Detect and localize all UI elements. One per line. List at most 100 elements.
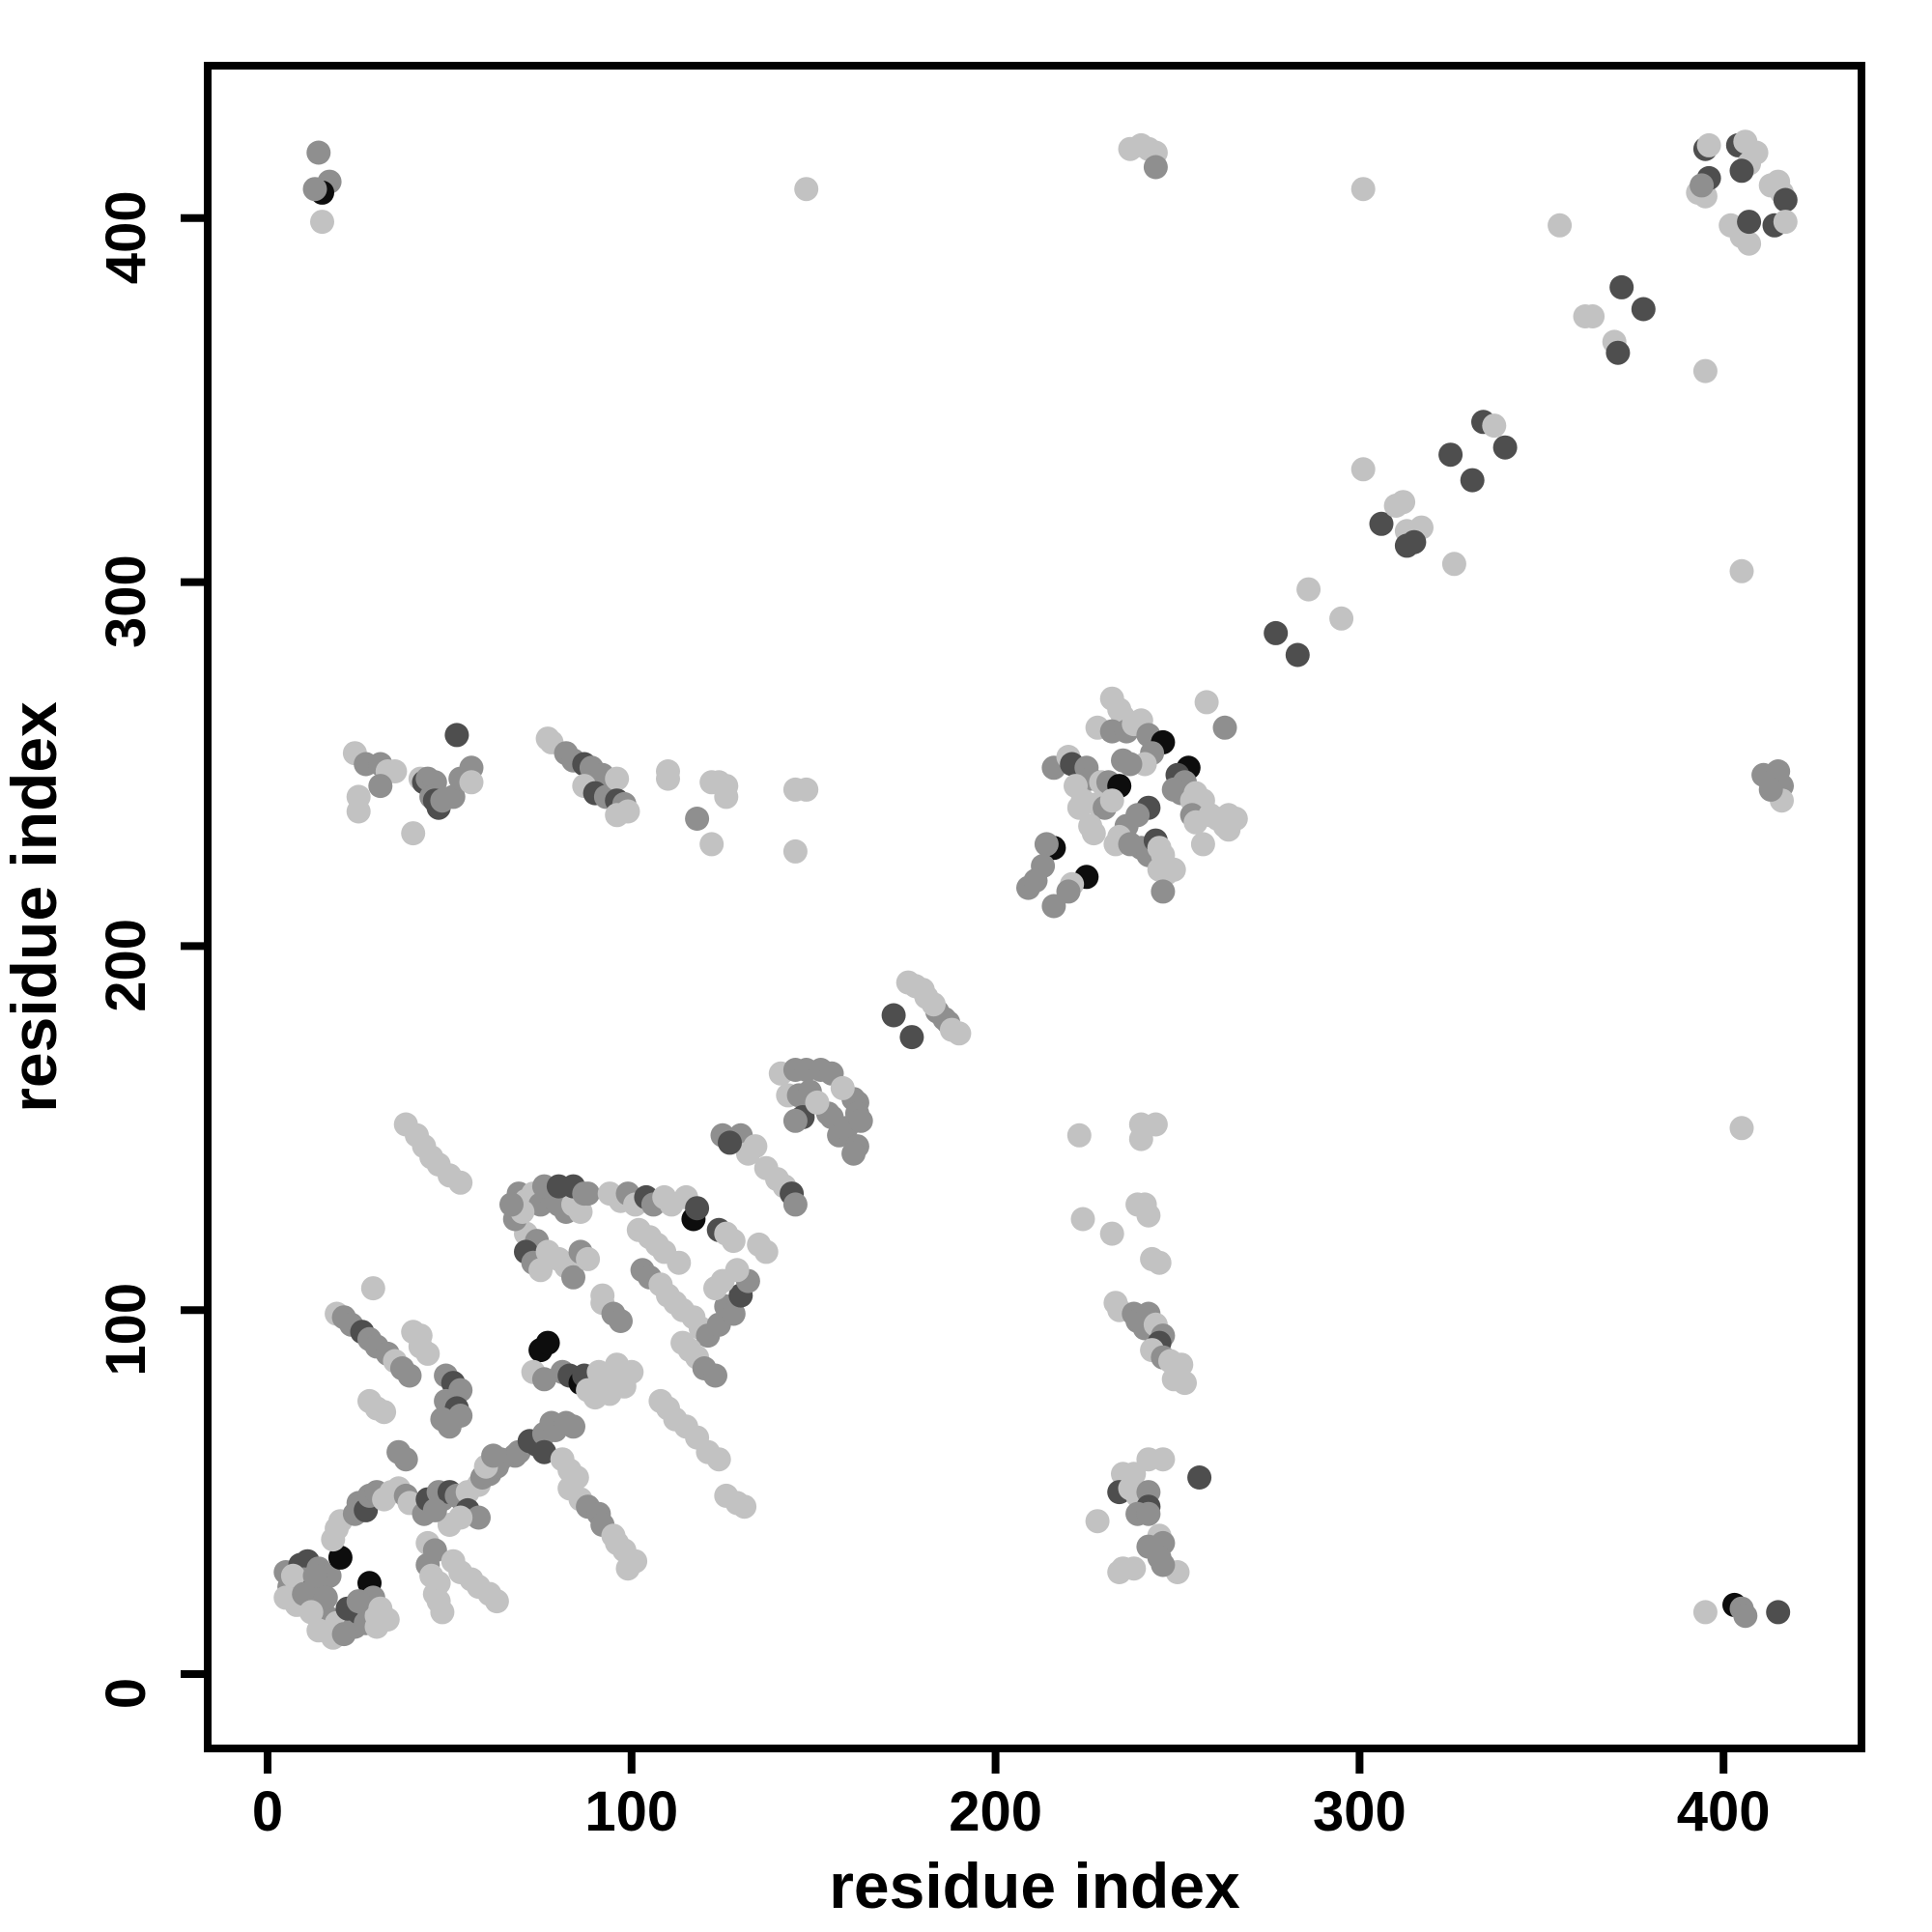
contact-point — [1264, 620, 1289, 645]
contact-point — [1580, 304, 1605, 328]
contact-point — [1482, 413, 1507, 439]
contact-point — [437, 1414, 462, 1439]
contact-point — [1729, 1116, 1754, 1141]
contact-point — [568, 1200, 593, 1224]
contact-point — [298, 1600, 324, 1625]
contact-point — [1081, 821, 1106, 846]
contact-point — [685, 1196, 710, 1221]
contact-point — [1151, 1552, 1176, 1577]
contact-point — [1136, 1501, 1161, 1526]
contact-point — [393, 1447, 418, 1472]
contact-point — [794, 777, 819, 802]
contact-point — [368, 1596, 393, 1621]
contact-point — [1212, 715, 1237, 740]
contact-point — [848, 1108, 873, 1133]
contact-point — [360, 1276, 385, 1301]
tick-label: 200 — [949, 1780, 1042, 1843]
tick-label: 300 — [1313, 1780, 1406, 1843]
contact-point — [1085, 1509, 1110, 1534]
contact-point — [1066, 795, 1092, 820]
contact-point — [703, 1276, 727, 1301]
contact-point — [1190, 832, 1215, 857]
contact-point — [830, 1075, 855, 1100]
contact-point — [841, 1141, 867, 1166]
tick-label: 300 — [95, 554, 157, 648]
contact-point — [1136, 1203, 1161, 1228]
contact-point — [1066, 1122, 1092, 1148]
contact-point — [753, 1239, 779, 1264]
contact-point — [1605, 340, 1631, 365]
contact-point — [794, 177, 819, 202]
contact-point — [422, 1497, 447, 1522]
contact-point — [1402, 529, 1427, 554]
contact-point — [1438, 442, 1463, 468]
contact-point — [1023, 868, 1048, 894]
contact-point — [346, 799, 371, 824]
contact-point — [1758, 777, 1783, 802]
contact-point — [1729, 158, 1754, 184]
contact-point — [535, 1330, 560, 1355]
contact-point — [1391, 490, 1416, 515]
contact-point — [1766, 1600, 1791, 1625]
contact-point — [1041, 894, 1066, 919]
contact-point — [310, 210, 334, 235]
contact-point — [605, 803, 630, 828]
contact-point — [1692, 1600, 1718, 1625]
contact-point — [1737, 210, 1762, 235]
contact-point — [735, 1141, 760, 1166]
contact-point — [459, 770, 484, 795]
contact-point — [437, 1513, 462, 1537]
contact-point — [1696, 132, 1721, 157]
contact-point — [782, 1108, 808, 1133]
contact-point — [531, 1439, 556, 1464]
scatter-points — [273, 129, 1798, 1650]
contact-point — [1151, 879, 1176, 904]
contact-point — [528, 1258, 554, 1283]
contact-point — [292, 1581, 317, 1606]
contact-point — [531, 1367, 556, 1392]
contact-point — [346, 1589, 371, 1614]
contact-point — [1329, 606, 1354, 631]
contact-point — [721, 1229, 746, 1254]
contact-point — [1773, 210, 1798, 235]
tick-label: 0 — [252, 1780, 283, 1843]
contact-point — [1609, 274, 1634, 299]
contact-point — [1151, 1447, 1176, 1472]
contact-point — [782, 838, 808, 864]
axis-tick-labels: 0 100 200 300 400 0 100 200 300 400 — [95, 190, 1771, 1843]
contact-point — [1729, 558, 1754, 583]
contact-point — [805, 1090, 830, 1115]
contact-point — [947, 1021, 972, 1046]
contact-point — [1107, 1560, 1132, 1584]
contact-point — [1147, 1250, 1172, 1275]
plot-frame — [204, 62, 1865, 1752]
contact-point — [1492, 435, 1518, 460]
contact-point — [656, 766, 680, 791]
contact-point — [302, 177, 327, 202]
contact-point — [1034, 832, 1059, 857]
contact-point — [1099, 1221, 1124, 1246]
contact-point — [706, 1447, 731, 1472]
contact-point — [1187, 1465, 1212, 1490]
tick-label: 100 — [95, 1283, 157, 1377]
contact-point — [881, 1003, 906, 1028]
contact-point — [1128, 1126, 1153, 1151]
contact-point — [1161, 857, 1186, 882]
contact-point — [1118, 752, 1143, 777]
contact-point — [899, 1025, 924, 1050]
contact-point — [1441, 552, 1466, 577]
contact-point — [561, 1414, 585, 1439]
contact-point — [1692, 358, 1718, 384]
contact-point — [1548, 213, 1573, 238]
contact-point — [383, 759, 408, 783]
contact-point — [1737, 231, 1762, 256]
contact-point — [430, 1600, 455, 1625]
contact-point — [685, 807, 710, 831]
contact-point — [302, 1563, 327, 1588]
contact-point — [576, 1181, 601, 1207]
contact-point — [1143, 1112, 1168, 1137]
contact-point — [484, 1589, 509, 1614]
contact-point — [561, 1264, 585, 1290]
contact-point — [1056, 879, 1081, 904]
